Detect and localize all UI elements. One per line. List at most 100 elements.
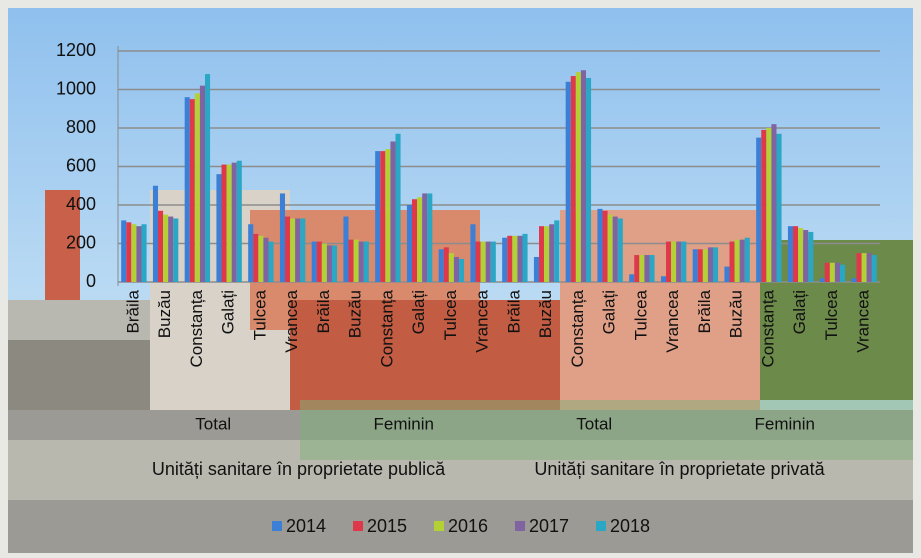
bar <box>703 249 708 282</box>
legend-swatch <box>353 521 363 531</box>
bar <box>491 242 496 282</box>
bar <box>375 151 380 282</box>
y-tick-label: 1000 <box>56 78 96 98</box>
bar <box>205 74 210 282</box>
bar <box>571 76 576 282</box>
y-tick-label: 0 <box>86 271 96 291</box>
group-label: Feminin <box>374 414 434 433</box>
bar <box>185 97 190 282</box>
bar <box>444 247 449 282</box>
bar <box>222 165 227 282</box>
bar <box>649 255 654 282</box>
bar <box>618 218 623 282</box>
legend-swatch <box>272 521 282 531</box>
legend-label: 2014 <box>286 516 326 536</box>
bar <box>681 242 686 282</box>
bar <box>544 226 549 282</box>
bar <box>427 193 432 282</box>
bar <box>708 247 713 282</box>
x-tick-label: Galați <box>600 290 619 334</box>
bar <box>439 249 444 282</box>
bar <box>285 217 290 282</box>
bar <box>771 124 776 282</box>
bar <box>698 249 703 282</box>
bar <box>168 217 173 282</box>
bar <box>312 242 317 282</box>
bar <box>639 255 644 282</box>
bar <box>322 244 327 283</box>
bar <box>661 276 666 282</box>
bar <box>248 224 253 282</box>
bar <box>613 217 618 282</box>
bar <box>364 242 369 282</box>
bar <box>395 134 400 282</box>
bar <box>327 245 332 282</box>
legend-label: 2016 <box>448 516 488 536</box>
x-tick-label: Tulcea <box>250 289 269 340</box>
bar <box>200 86 205 282</box>
bar <box>608 215 613 282</box>
bar <box>851 278 856 282</box>
bar <box>385 149 390 282</box>
x-tick-label: Galați <box>790 290 809 334</box>
x-tick-label: Constanța <box>377 289 396 367</box>
x-tick-label: Tulcea <box>631 289 650 340</box>
bar <box>581 70 586 282</box>
x-tick-label: Vrancea <box>473 289 492 352</box>
x-tick-label: Vrancea <box>282 289 301 352</box>
legend-label: 2018 <box>610 516 650 536</box>
bar <box>380 151 385 282</box>
group-label: Total <box>195 414 231 433</box>
x-tick-label: Brăila <box>695 289 714 333</box>
group-label: Feminin <box>755 414 815 433</box>
bar <box>629 274 634 282</box>
bar <box>407 205 412 282</box>
bar <box>412 199 417 282</box>
x-tick-label: Brăila <box>504 289 523 333</box>
bar <box>666 242 671 282</box>
x-tick-label: Tulcea <box>822 289 841 340</box>
bar <box>825 263 830 282</box>
bar <box>280 193 285 282</box>
bar <box>730 242 735 282</box>
bar <box>576 72 581 282</box>
bar <box>793 226 798 282</box>
bar <box>776 134 781 282</box>
bar <box>173 218 178 282</box>
bar <box>190 99 195 282</box>
bar <box>835 263 840 282</box>
bar <box>136 226 141 282</box>
chart: 020040060080010001200BrăilaBuzăuConstanț… <box>0 0 921 558</box>
bar <box>671 242 676 282</box>
bar <box>867 253 872 282</box>
bar <box>872 255 877 282</box>
bar <box>534 257 539 282</box>
x-tick-label: Brăila <box>123 289 142 333</box>
bar <box>237 161 242 282</box>
bar <box>476 242 481 282</box>
x-tick-label: Buzău <box>536 290 555 338</box>
y-tick-label: 600 <box>66 155 96 175</box>
bar <box>300 218 305 282</box>
bar <box>644 255 649 282</box>
bar <box>290 218 295 282</box>
bar <box>554 220 559 282</box>
bar <box>131 224 136 282</box>
bar <box>354 240 359 282</box>
bar <box>808 232 813 282</box>
bar <box>153 186 158 282</box>
bar <box>512 236 517 282</box>
bar <box>522 234 527 282</box>
bar <box>141 224 146 282</box>
bar <box>586 78 591 282</box>
bar <box>263 238 268 282</box>
x-tick-label: Galați <box>219 290 238 334</box>
x-tick-label: Constanța <box>758 289 777 367</box>
bar <box>517 236 522 282</box>
bar <box>481 242 486 282</box>
legend-swatch <box>515 521 525 531</box>
bar <box>539 226 544 282</box>
bar <box>163 215 168 282</box>
bar <box>830 263 835 282</box>
x-tick-label: Buzău <box>727 290 746 338</box>
